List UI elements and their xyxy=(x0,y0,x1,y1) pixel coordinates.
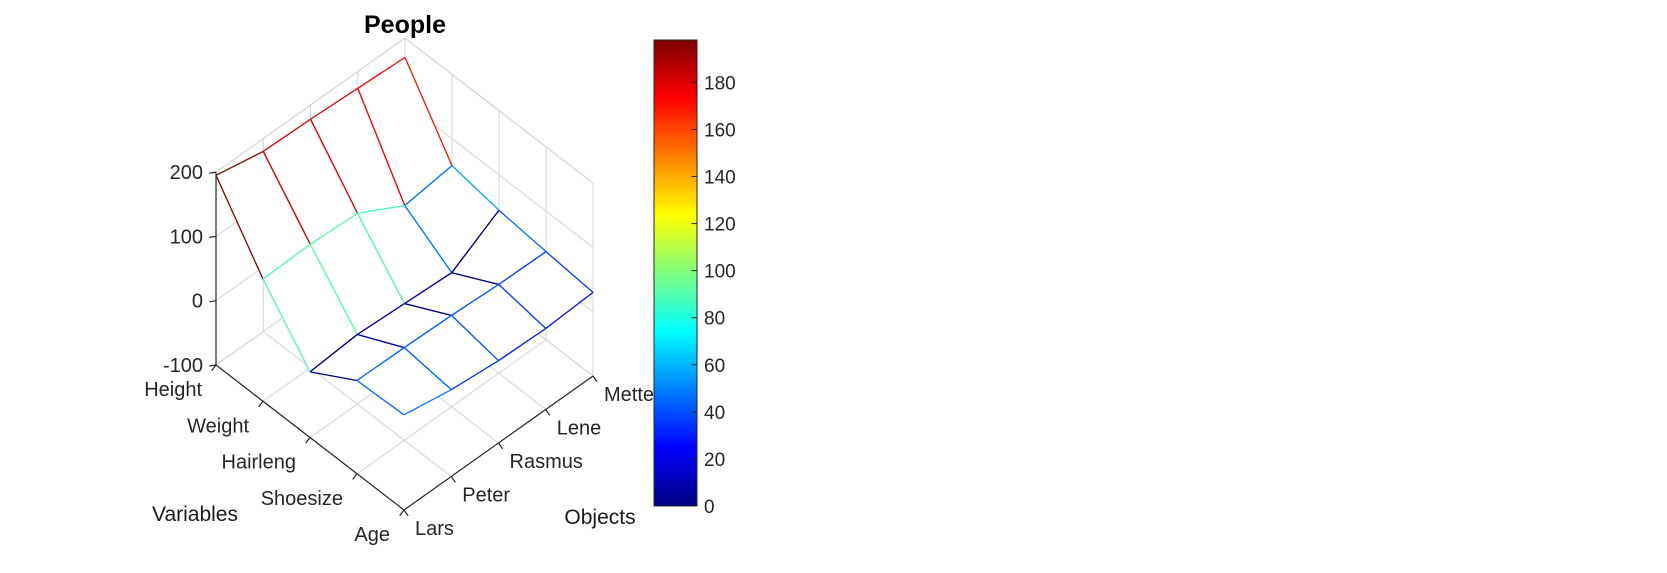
svg-text:Hairleng: Hairleng xyxy=(222,452,296,474)
svg-text:Height: Height xyxy=(144,379,202,401)
svg-text:140: 140 xyxy=(704,168,736,189)
svg-text:200: 200 xyxy=(170,162,203,184)
svg-text:0: 0 xyxy=(704,497,715,518)
svg-text:100: 100 xyxy=(704,262,736,283)
svg-text:Lene: Lene xyxy=(557,418,602,440)
svg-text:100: 100 xyxy=(170,226,203,248)
svg-text:80: 80 xyxy=(704,309,725,330)
svg-text:Age: Age xyxy=(354,524,390,546)
svg-text:Lars: Lars xyxy=(415,518,454,540)
axes-lines xyxy=(209,171,598,517)
colorbar-tick-labels: 0 20 40 60 80 100 120 140 160 180 xyxy=(691,73,736,518)
svg-text:180: 180 xyxy=(704,73,736,94)
svg-text:20: 20 xyxy=(704,450,725,471)
svg-text:Rasmus: Rasmus xyxy=(510,451,583,473)
svg-text:Shoesize: Shoesize xyxy=(261,488,343,510)
svg-text:Peter: Peter xyxy=(462,485,510,507)
svg-text:60: 60 xyxy=(704,356,725,377)
chart-title: People xyxy=(364,11,446,39)
x-axis-label: Variables xyxy=(152,503,238,526)
colorbar: 0 20 40 60 80 100 120 140 160 180 xyxy=(653,39,736,518)
svg-text:120: 120 xyxy=(704,215,736,236)
mesh-surface xyxy=(215,56,594,416)
x-tick-labels: Height Weight Hairleng Shoesize Age xyxy=(144,379,390,546)
y-axis-label: Objects xyxy=(564,506,635,529)
svg-text:Mette: Mette xyxy=(604,384,654,406)
svg-text:0: 0 xyxy=(192,291,203,313)
colorbar-gradient xyxy=(653,39,698,507)
svg-text:160: 160 xyxy=(704,120,736,141)
svg-text:Weight: Weight xyxy=(187,415,249,437)
svg-text:-100: -100 xyxy=(163,355,203,377)
z-tick-labels: -100 0 100 200 xyxy=(163,162,203,377)
svg-text:40: 40 xyxy=(704,403,725,424)
